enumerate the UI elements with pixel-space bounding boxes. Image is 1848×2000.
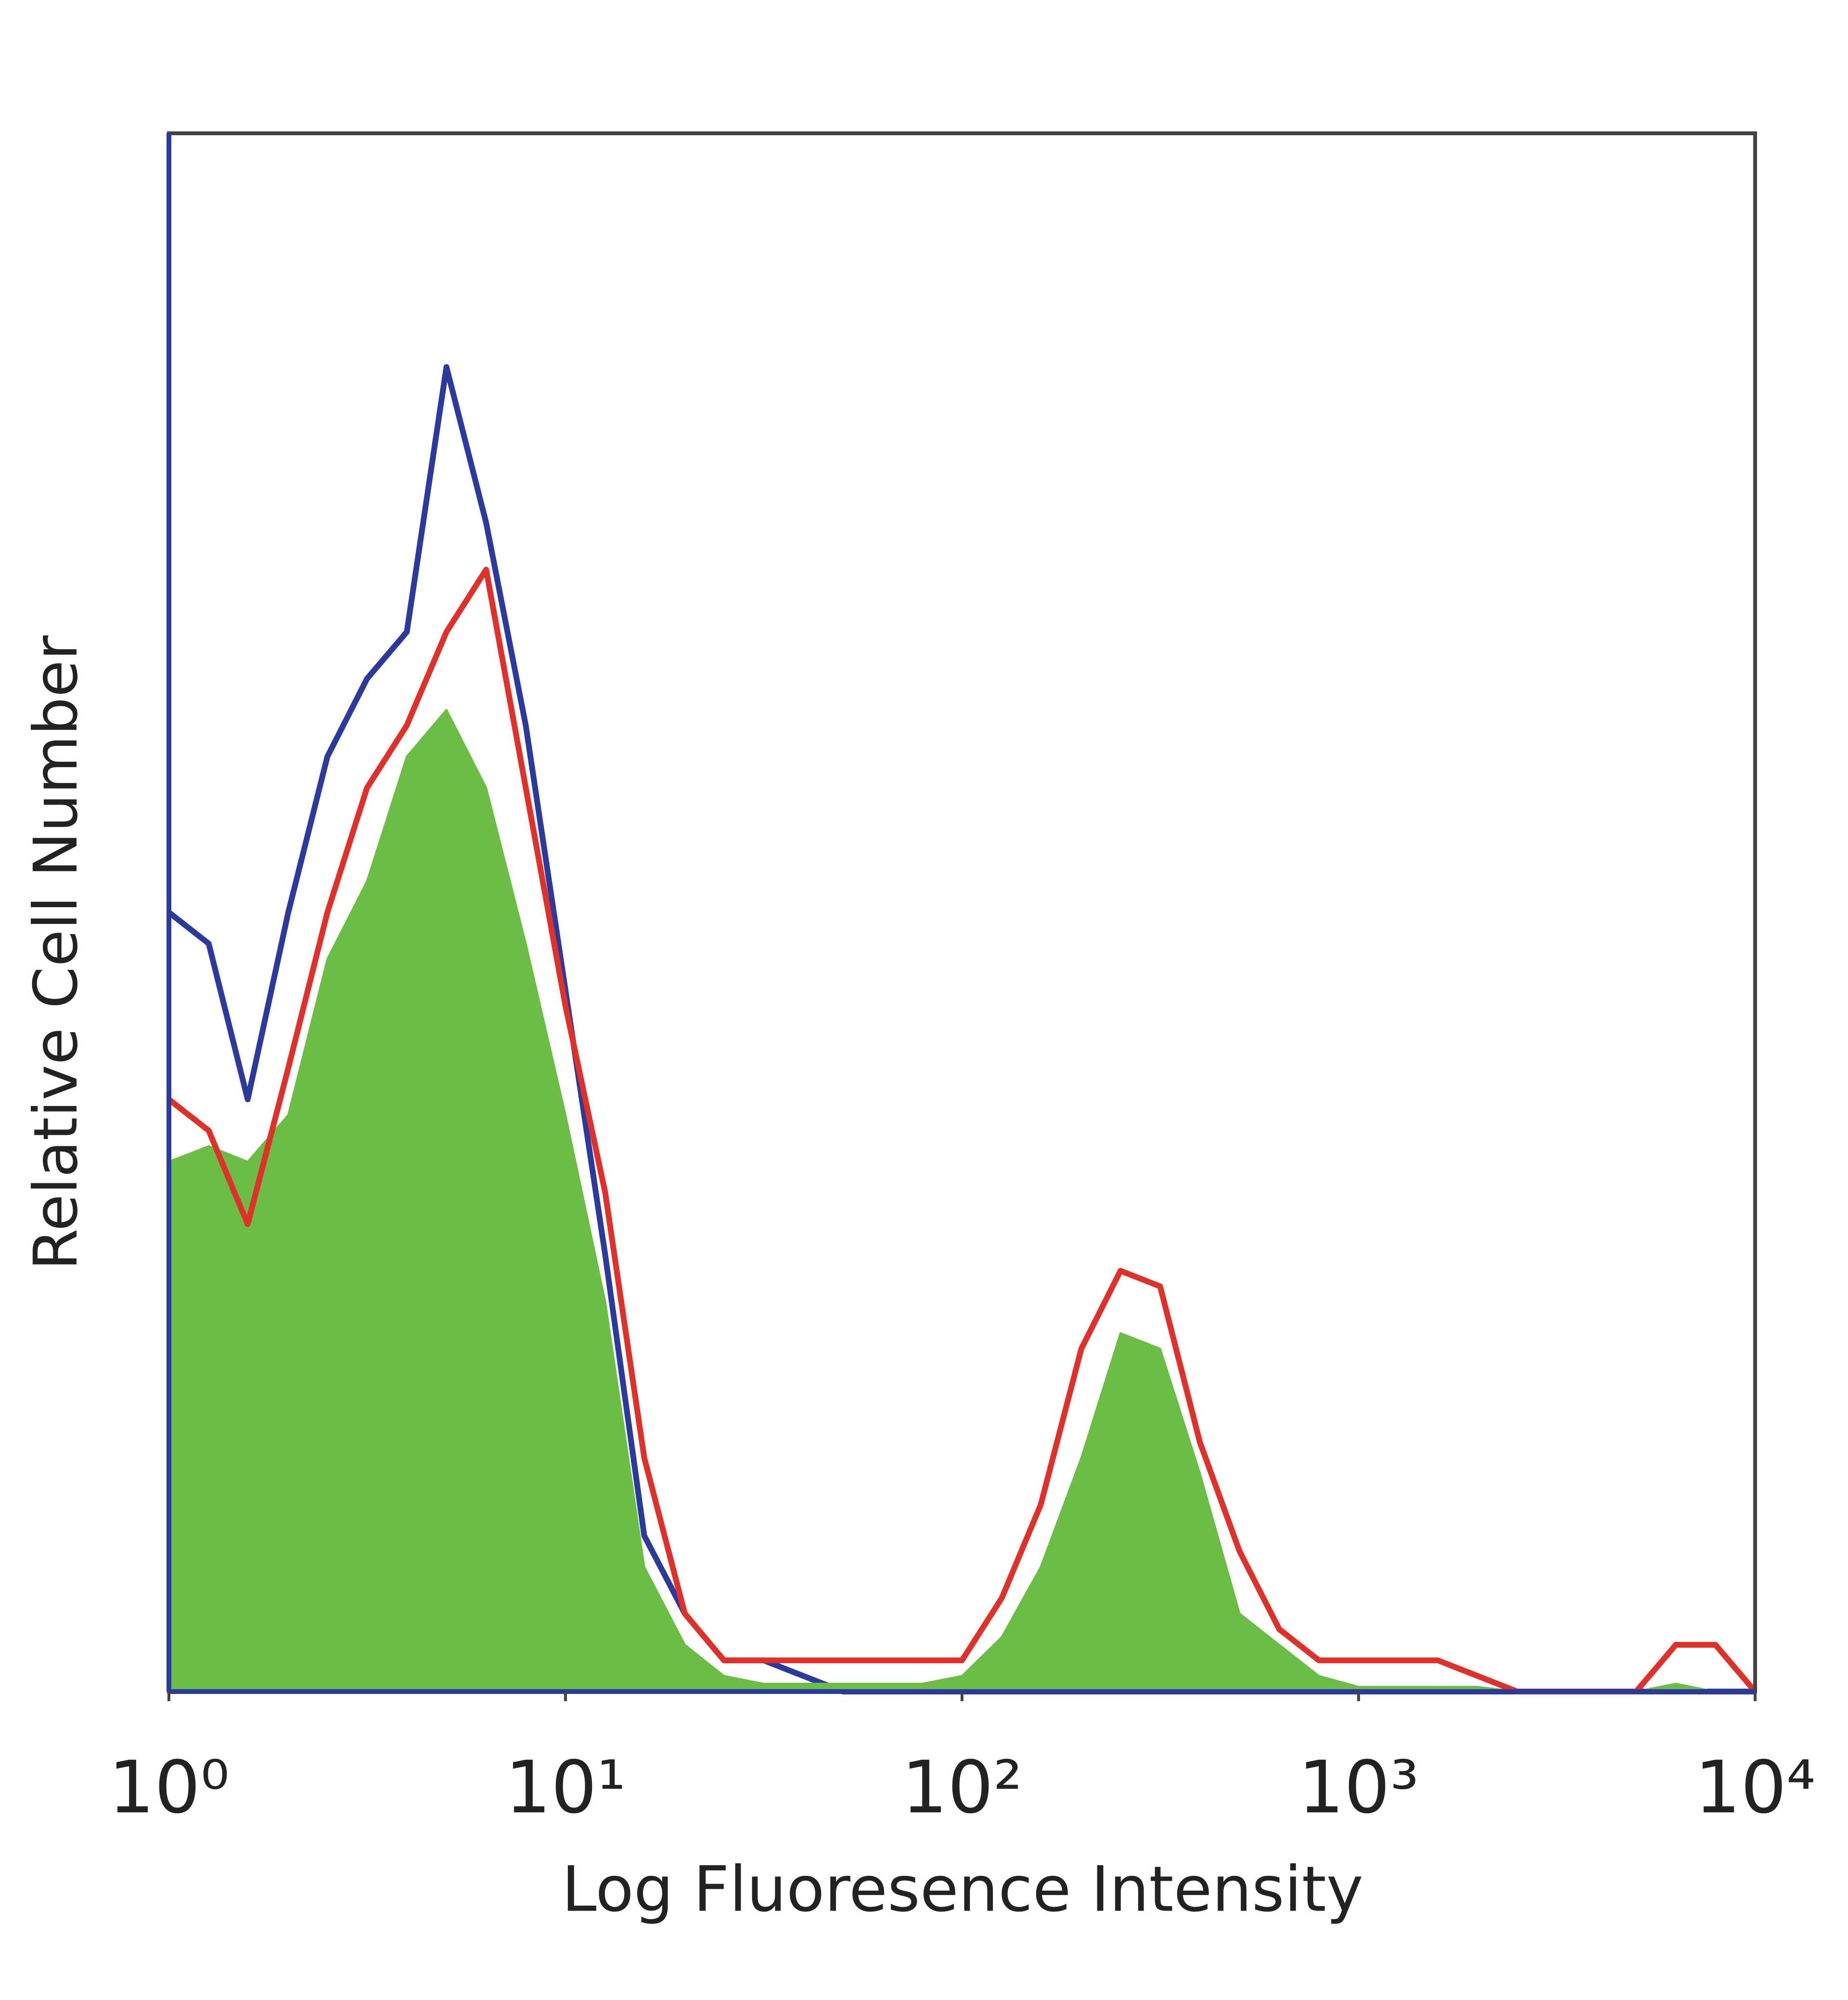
x-tick-label: 10² <box>901 1746 1022 1830</box>
x-tick-label: 10¹ <box>505 1746 626 1830</box>
y-axis-label: Relative Cell Number <box>21 635 91 1270</box>
histogram-area <box>168 709 1756 1692</box>
x-tick-label: 10⁴ <box>1694 1746 1815 1830</box>
x-axis-label: Log Fluoresence Intensity <box>562 1853 1363 1926</box>
histogram-line <box>167 566 1758 1694</box>
x-tick-label: 10⁰ <box>108 1746 229 1830</box>
x-tick-label: 10³ <box>1298 1746 1419 1830</box>
